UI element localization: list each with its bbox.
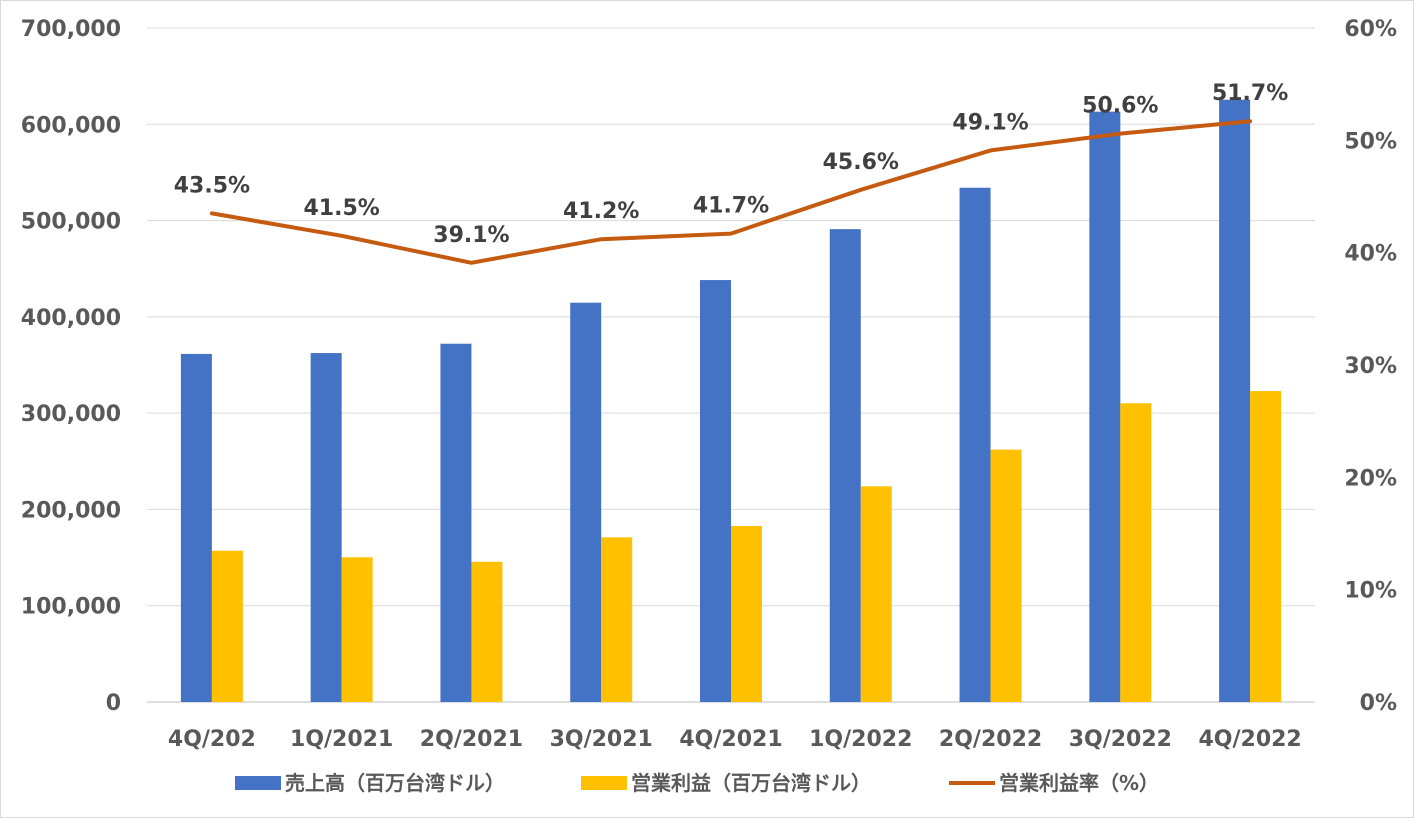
x-tick-label: 4Q/202 xyxy=(168,727,256,752)
left-y-axis: 0 100,000 200,000 300,000 400,000 500,000 600,… xyxy=(21,17,121,716)
right-tick-label: 50% xyxy=(1344,129,1397,154)
x-tick-label: 2Q/2022 xyxy=(939,727,1042,752)
left-tick-label: 300,000 xyxy=(21,402,121,427)
left-tick-label: 0 xyxy=(106,691,121,716)
bar-operating-profit xyxy=(1250,391,1282,702)
x-tick-label: 1Q/2021 xyxy=(290,727,393,752)
right-y-axis: 0% 10% 20% 30% 40% 50% 60% xyxy=(1344,17,1397,716)
bar-operating-profit xyxy=(1120,403,1152,702)
left-tick-label: 100,000 xyxy=(21,595,121,620)
margin-data-label: 41.5% xyxy=(304,196,380,221)
legend: 売上高（百万台湾ドル） 営業利益（百万台湾ドル） 営業利益率（%） xyxy=(235,771,1159,795)
bar-operating-profit xyxy=(471,561,503,702)
bar-operating-profit xyxy=(211,550,243,702)
margin-data-label: 41.2% xyxy=(563,199,639,224)
x-tick-label: 4Q/2022 xyxy=(1198,727,1301,752)
line-series xyxy=(209,119,1253,265)
bar-revenue xyxy=(570,302,602,702)
legend-swatch xyxy=(235,776,281,790)
left-tick-label: 400,000 xyxy=(21,306,121,331)
left-tick-label: 500,000 xyxy=(21,210,121,235)
bar-revenue xyxy=(829,229,861,702)
bar-operating-profit xyxy=(341,557,373,702)
legend-swatch xyxy=(581,776,627,790)
right-tick-label: 30% xyxy=(1344,354,1397,379)
margin-data-label: 51.7% xyxy=(1212,81,1288,106)
x-axis: 4Q/202 1Q/2021 2Q/2021 3Q/2021 4Q/2021 1Q/202… xyxy=(168,727,1302,752)
bar-revenue xyxy=(310,353,342,702)
bar-operating-profit xyxy=(731,525,762,702)
left-tick-label: 700,000 xyxy=(21,17,121,42)
left-tick-label: 200,000 xyxy=(21,498,121,523)
legend-label: 売上高（百万台湾ドル） xyxy=(285,771,505,795)
x-tick-label: 2Q/2021 xyxy=(420,727,523,752)
right-tick-label: 0% xyxy=(1360,691,1397,716)
margin-data-label: 39.1% xyxy=(433,223,509,248)
bar-revenue xyxy=(1089,111,1121,702)
bar-revenue xyxy=(180,353,212,702)
right-tick-label: 20% xyxy=(1344,466,1397,491)
right-tick-label: 10% xyxy=(1344,579,1397,604)
x-tick-label: 3Q/2022 xyxy=(1069,727,1172,752)
right-tick-label: 40% xyxy=(1344,242,1397,267)
data-labels: 43.5% 41.5% 39.1% 41.2% 41.7% 45.6% 49.1% 50.6%… xyxy=(174,81,1289,248)
x-tick-label: 4Q/2021 xyxy=(679,727,782,752)
x-tick-label: 3Q/2021 xyxy=(550,727,653,752)
margin-data-label: 45.6% xyxy=(823,150,899,175)
bar-revenue xyxy=(959,187,991,702)
bar-revenue xyxy=(700,280,731,702)
legend-label: 営業利益（百万台湾ドル） xyxy=(631,771,871,795)
bar-series xyxy=(180,99,1282,703)
x-tick-label: 1Q/2022 xyxy=(809,727,912,752)
bar-operating-profit xyxy=(990,449,1022,702)
bar-revenue xyxy=(440,343,472,702)
legend-label: 営業利益率（%） xyxy=(999,771,1159,795)
bar-operating-profit xyxy=(601,537,633,702)
margin-data-label: 50.6% xyxy=(1082,94,1158,119)
margin-data-label: 43.5% xyxy=(174,173,250,198)
margin-data-label: 41.7% xyxy=(693,194,769,219)
margin-data-label: 49.1% xyxy=(952,110,1028,135)
bar-operating-profit xyxy=(860,486,892,702)
bar-revenue xyxy=(1219,99,1251,703)
right-tick-label: 60% xyxy=(1344,17,1397,42)
left-tick-label: 600,000 xyxy=(21,113,121,138)
